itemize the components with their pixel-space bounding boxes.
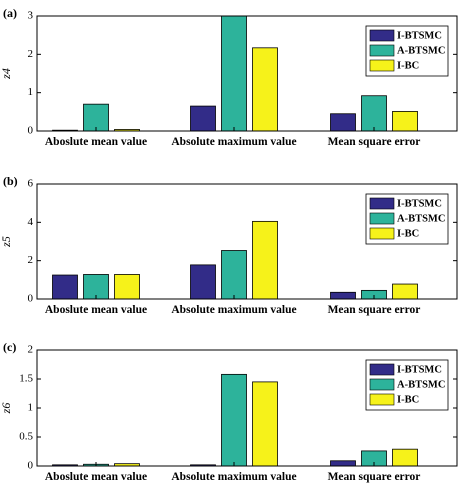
chart-panel-1: (a) z4 0 1 2 3 Aboslute mean value Absolute max… [0,6,458,148]
plot-frame [36,15,458,132]
y-tick-label: 2 [28,254,34,266]
x-category-label: Mean square error [328,136,421,148]
bar-i-btsmc-mse [330,460,356,467]
legend-swatch-i-btsmc [369,197,395,210]
chart-panel-3: (c) z6 0 0.5 1 1.5 2 Aboslute mean value Absolut… [0,340,458,483]
bar-a-btsmc-abs-max [221,373,247,467]
y-tick-label: 1.5 [19,373,33,385]
bar-i-btsmc-abs-max [190,264,216,300]
bar-i-bc-mse [392,448,418,467]
y-tick-label: 0 [28,125,34,137]
legend-swatch-i-bc [369,59,395,72]
y-tick-label: 0.5 [19,431,33,443]
panel-label: (a) [3,6,17,20]
legend: I-BTSMC A-BTSMC I-BC [365,25,449,77]
bar-i-bc-abs-max [252,220,278,300]
legend-label-i-btsmc: I-BTSMC [397,198,442,209]
x-category-label: Aboslute mean value [45,304,147,316]
panel-label: (b) [3,174,18,188]
legend-swatch-i-bc [369,393,395,406]
y-tick-label: 0 [28,293,34,305]
y-tick-label: 0 [28,460,34,472]
legend-swatch-a-btsmc [369,378,395,391]
x-category-label: Mean square error [328,471,421,483]
legend-label-i-btsmc: I-BTSMC [397,30,442,41]
plot-frame [36,183,458,300]
bar-i-btsmc-abs-max [190,105,216,132]
y-tick-label: 1 [28,86,34,98]
bar-i-bc-abs-max [252,47,278,132]
y-tick-label: 4 [28,216,34,228]
y-axis-label: z6 [0,403,13,415]
y-tick-label: 6 [28,178,34,190]
legend-swatch-i-btsmc [369,29,395,42]
legend-swatch-a-btsmc [369,212,395,225]
bar-a-btsmc-abs-mean [83,103,109,132]
legend-label-a-btsmc: A-BTSMC [397,213,445,224]
bar-a-btsmc-abs-max [221,15,247,132]
y-tick-label: 2 [28,344,34,356]
legend-swatch-i-bc [369,227,395,240]
chart-panel-2: (b) z5 0 2 4 6 Aboslute mean value Absolute max… [0,174,458,316]
y-axis-label: z4 [0,68,13,80]
bar-i-btsmc-abs-mean [52,274,78,300]
y-tick-label: 2 [28,48,34,60]
bar-a-btsmc-mse [361,95,387,132]
bar-i-btsmc-mse [330,113,356,132]
panel-label: (c) [3,340,16,354]
legend: I-BTSMC A-BTSMC I-BC [365,193,449,245]
legend-label-a-btsmc: A-BTSMC [397,379,445,390]
legend-label-a-btsmc: A-BTSMC [397,45,445,56]
legend-swatch-i-btsmc [369,363,395,376]
legend-label-i-bc: I-BC [397,394,419,405]
legend-swatch-a-btsmc [369,44,395,57]
y-tick-label: 1 [28,402,34,414]
bar-a-btsmc-abs-max [221,250,247,300]
legend: I-BTSMC A-BTSMC I-BC [365,359,449,411]
legend-label-i-bc: I-BC [397,228,419,239]
bar-i-bc-mse [392,283,418,300]
x-category-label: Aboslute mean value [45,136,147,148]
legend-label-i-bc: I-BC [397,60,419,71]
bar-i-bc-abs-max [252,381,278,467]
legend-label-i-btsmc: I-BTSMC [397,364,442,375]
x-category-label: Absolute maximum value [171,471,296,483]
bar-i-bc-abs-mean [114,274,140,300]
bar-i-btsmc-mse [330,291,356,300]
y-axis-label: z5 [0,236,13,248]
bar-i-bc-mse [392,111,418,132]
x-category-label: Mean square error [328,304,421,316]
y-tick-label: 3 [28,10,34,22]
x-category-label: Absolute maximum value [171,136,296,148]
x-category-label: Aboslute mean value [45,471,147,483]
x-category-label: Absolute maximum value [171,304,296,316]
